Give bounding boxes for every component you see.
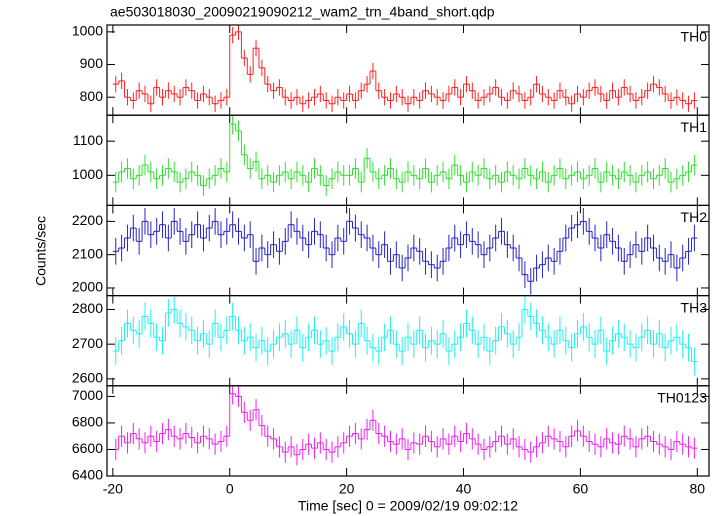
x-tick-label: 0 [226, 481, 234, 497]
y-tick-label: 2800 [72, 300, 103, 316]
x-tick-label: 60 [573, 481, 589, 497]
x-axis-label: Time [sec] 0 = 2009/02/19 09:02:12 [298, 498, 518, 514]
y-tick-label: 6600 [72, 440, 103, 456]
y-tick-label: 1000 [72, 23, 103, 39]
panel-label: TH0 [681, 29, 708, 45]
y-tick-label: 900 [80, 55, 104, 71]
x-tick-label: 20 [339, 481, 355, 497]
chart-title: ae503018030_20090219090212_wam2_trn_4ban… [110, 4, 495, 20]
x-tick-label: -20 [103, 481, 123, 497]
y-tick-label: 800 [80, 88, 104, 104]
x-tick-label: 80 [690, 481, 706, 497]
panel-label: TH2 [681, 209, 708, 225]
y-tick-label: 2100 [72, 245, 103, 261]
panel-label: TH3 [681, 299, 708, 315]
y-tick-label: 7000 [72, 387, 103, 403]
y-tick-label: 2600 [72, 370, 103, 386]
x-tick-label: 40 [456, 481, 472, 497]
y-tick-label: 6400 [72, 467, 103, 483]
panel-label: TH1 [681, 119, 708, 135]
panel-frame [106, 385, 710, 477]
y-axis-label: Counts/sec [33, 216, 49, 286]
y-tick-label: 2200 [72, 212, 103, 228]
panel-frame [106, 114, 710, 206]
y-tick-label: 2700 [72, 335, 103, 351]
panel-label: TH0123 [657, 390, 707, 406]
y-tick-label: 2000 [72, 279, 103, 295]
y-tick-label: 6800 [72, 414, 103, 430]
y-tick-label: 1000 [72, 166, 103, 182]
y-tick-label: 1100 [73, 132, 103, 148]
